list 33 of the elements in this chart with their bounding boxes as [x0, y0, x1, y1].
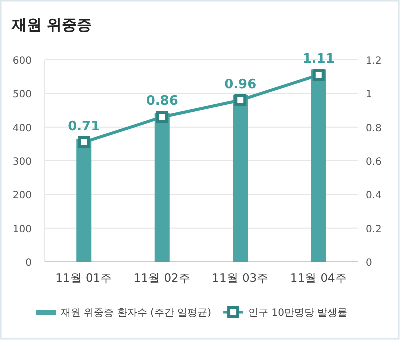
bar: [233, 95, 248, 262]
y-tick-label: 600: [12, 56, 32, 67]
legend-label: 재원 위중증 환자수 (주간 일평균): [61, 308, 212, 319]
y2-tick-label: 0.2: [366, 224, 382, 236]
y-tick-label: 100: [12, 224, 32, 236]
y2-tick-label: 0.6: [366, 157, 382, 168]
bar: [76, 139, 92, 262]
y2-tick-label: 0.4: [366, 190, 382, 202]
data-label: 0.96: [224, 77, 257, 92]
y2-tick-label: 1: [366, 90, 372, 101]
x-tick-label: 11월 01주: [56, 271, 113, 285]
point: [312, 69, 325, 82]
data-label: 1.11: [302, 52, 335, 68]
y2-tick-label: 0: [366, 258, 372, 269]
data-label: 0.71: [68, 119, 100, 134]
point: [234, 94, 247, 106]
y-tick-label: 0: [26, 258, 32, 269]
y2-tick-label: 1.2: [366, 56, 382, 67]
x-tick-label: 11월 03주: [212, 271, 270, 285]
x-tick-label: 11월 04주: [290, 271, 348, 285]
point: [78, 136, 90, 148]
y-tick-label: 300: [12, 157, 32, 168]
legend-label: 인구 10만명당 발생률: [248, 308, 348, 319]
y2-tick-label: 0.8: [366, 123, 382, 134]
data-label: 0.86: [146, 94, 178, 110]
x-tick-label: 11월 02주: [134, 271, 191, 285]
point: [156, 111, 168, 124]
bar: [154, 113, 170, 262]
y-tick-label: 500: [12, 90, 32, 101]
chart-title: 재원 위중증: [11, 16, 92, 34]
bar: [311, 70, 326, 262]
y-tick-label: 200: [12, 190, 32, 202]
y-tick-label: 400: [12, 123, 32, 134]
